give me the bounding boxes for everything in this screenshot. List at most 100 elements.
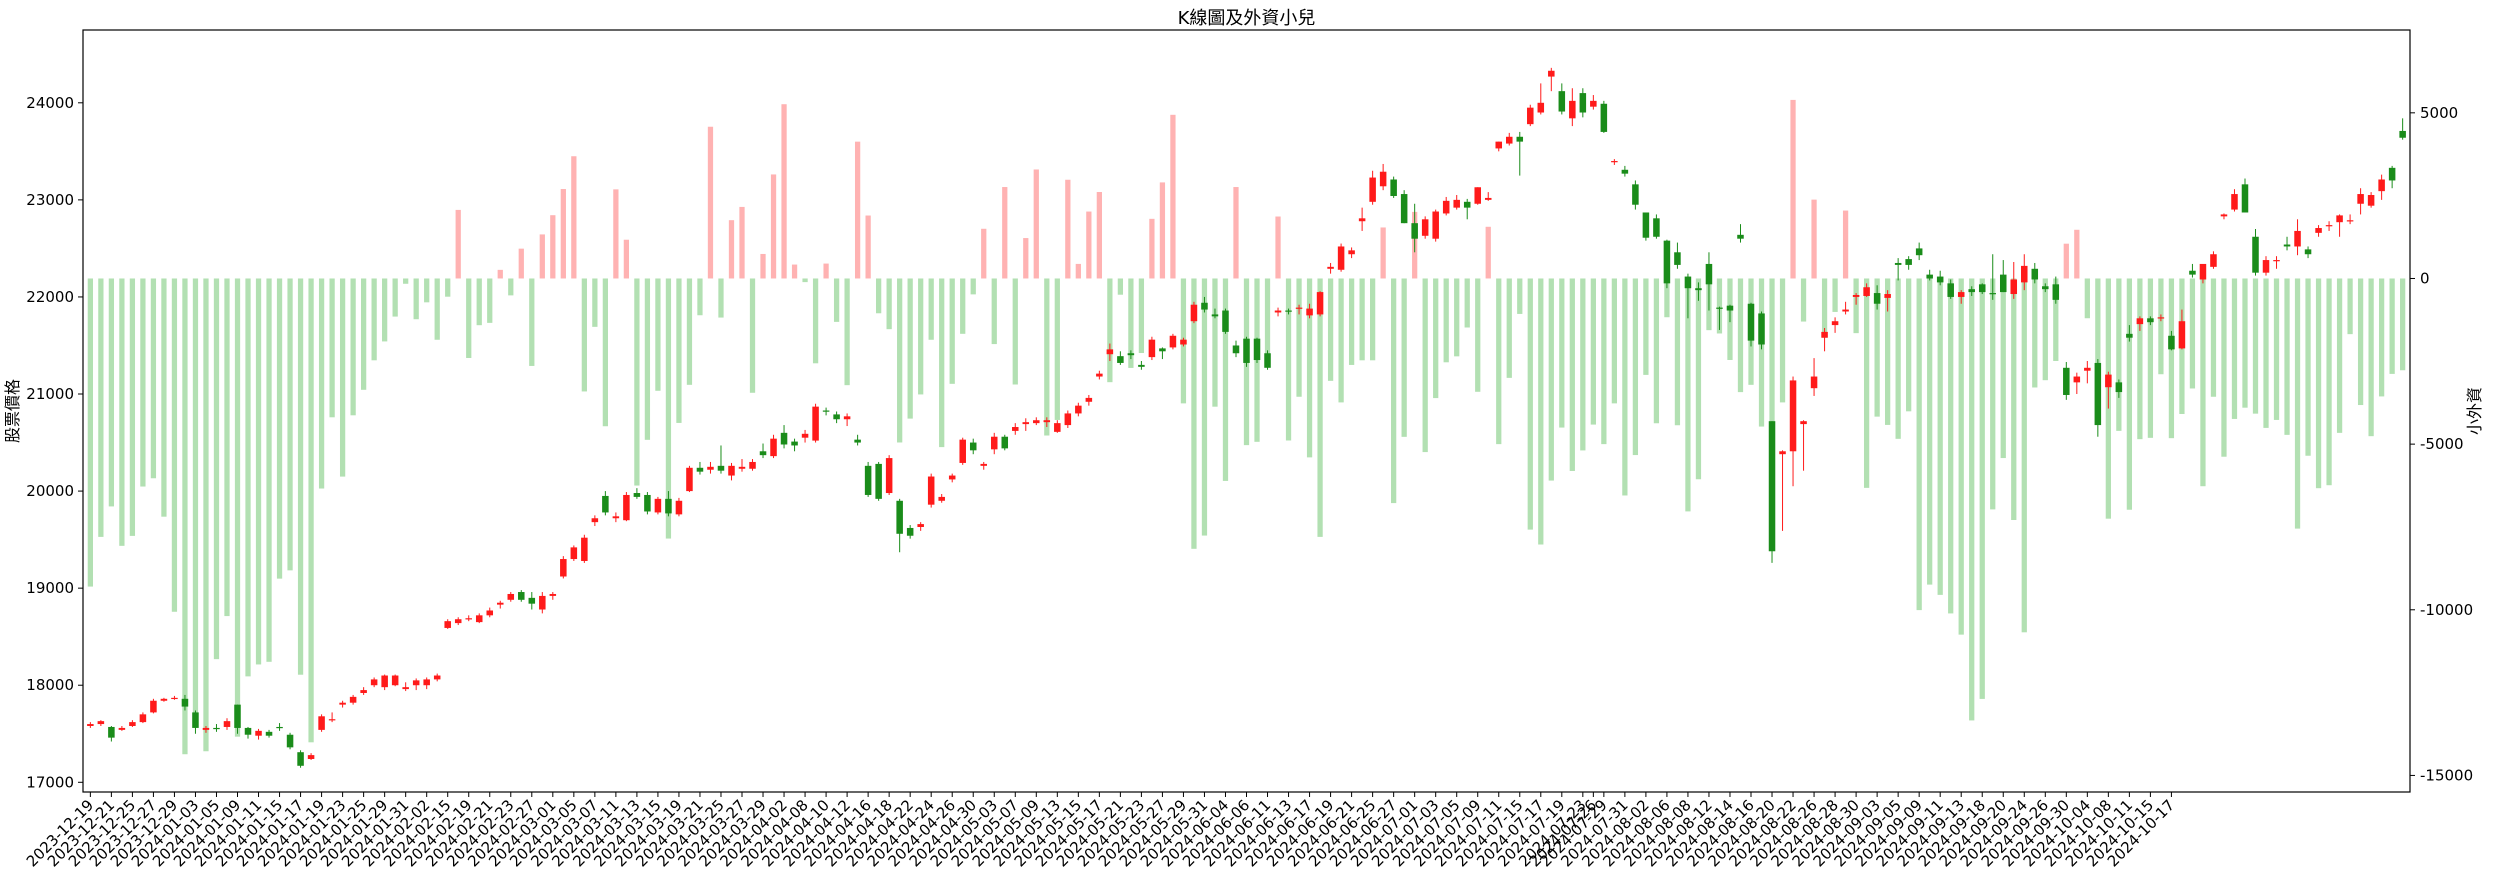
flow-bar bbox=[1716, 278, 1723, 334]
flow-bar bbox=[2168, 278, 2175, 439]
candle-body bbox=[854, 439, 861, 443]
flow-bar bbox=[276, 278, 283, 579]
candle-body bbox=[2273, 260, 2280, 262]
candle-body bbox=[1148, 339, 1156, 358]
flow-bar bbox=[1096, 192, 1102, 279]
candle-body bbox=[1821, 331, 1828, 338]
candle-body bbox=[2388, 167, 2396, 181]
candle-body bbox=[1737, 234, 1744, 239]
candle-body bbox=[1358, 218, 1366, 222]
flow-bar bbox=[2336, 278, 2343, 433]
candle-body bbox=[875, 463, 882, 499]
candle-body bbox=[1075, 405, 1082, 414]
flow-bar bbox=[1653, 278, 1660, 424]
flow-bar bbox=[308, 278, 314, 743]
flow-bar bbox=[1359, 278, 1365, 361]
candle-body bbox=[938, 496, 945, 501]
flow-bar bbox=[1800, 278, 1807, 322]
left-axis-title: 股票價格 bbox=[3, 379, 22, 443]
candle-body bbox=[896, 500, 903, 534]
candle-body bbox=[654, 498, 662, 513]
candle-body bbox=[497, 602, 504, 605]
candle-body bbox=[1306, 308, 1313, 316]
candle-body bbox=[780, 432, 788, 445]
flow-bar bbox=[1979, 278, 1985, 699]
candle-body bbox=[1894, 262, 1902, 265]
flow-bar bbox=[581, 278, 587, 392]
candle-body bbox=[1968, 289, 1975, 293]
flow-bar bbox=[939, 278, 945, 448]
candle-body bbox=[864, 465, 872, 495]
flow-bar bbox=[1380, 227, 1386, 279]
flow-bar bbox=[539, 234, 545, 279]
candle-body bbox=[360, 690, 367, 693]
flow-bar bbox=[119, 278, 125, 546]
flow-bar bbox=[1885, 278, 1891, 425]
candle-body bbox=[1548, 70, 1555, 77]
candle-body bbox=[623, 494, 630, 521]
flow-bar bbox=[171, 278, 178, 612]
flow-bar bbox=[791, 264, 798, 279]
candle-body bbox=[1905, 259, 1912, 265]
candle-body bbox=[265, 731, 273, 736]
left-tick-label: 21000 bbox=[26, 385, 74, 403]
candle-body bbox=[1096, 373, 1103, 377]
flow-bar bbox=[213, 278, 220, 660]
candle-body bbox=[1516, 136, 1524, 142]
candle-body bbox=[959, 439, 966, 463]
candle-body bbox=[1295, 307, 1303, 309]
candle-body bbox=[1022, 422, 1030, 425]
flow-bar bbox=[2210, 278, 2217, 397]
flow-bar bbox=[1538, 278, 1544, 545]
flow-bar bbox=[2378, 278, 2385, 397]
candle-body bbox=[444, 621, 451, 628]
candle-body bbox=[770, 438, 777, 457]
flow-bar bbox=[1023, 238, 1029, 279]
candle-body bbox=[602, 495, 609, 513]
flow-bar bbox=[392, 278, 398, 317]
flow-bar bbox=[1212, 278, 1218, 407]
candle-body bbox=[465, 618, 472, 620]
candle-body bbox=[328, 719, 336, 721]
flow-bar bbox=[1927, 278, 1933, 585]
candle-body bbox=[990, 436, 998, 450]
candle-body bbox=[475, 615, 483, 623]
flow-bar bbox=[2294, 278, 2301, 529]
right-tick-label: 5000 bbox=[2420, 104, 2458, 122]
flow-bar bbox=[1327, 278, 1334, 381]
candle-body bbox=[223, 721, 231, 727]
candle-body bbox=[707, 466, 714, 470]
flow-bar bbox=[1044, 278, 1050, 436]
flow-bar bbox=[1969, 278, 1975, 721]
candle-body bbox=[1390, 179, 1397, 196]
candle-body bbox=[1327, 266, 1334, 269]
flow-bar bbox=[1832, 278, 1838, 312]
candle-body bbox=[2147, 318, 2154, 323]
flow-bar bbox=[1075, 263, 1081, 279]
candle-body bbox=[1674, 252, 1681, 265]
flow-bar bbox=[1159, 182, 1166, 279]
right-tick-label: -10000 bbox=[2420, 601, 2473, 619]
candle-body bbox=[2210, 254, 2217, 267]
candle-body bbox=[1442, 200, 1450, 214]
flow-bar bbox=[918, 278, 924, 395]
flow-bar bbox=[676, 278, 682, 423]
flow-bar bbox=[928, 278, 934, 340]
candles-layer bbox=[87, 67, 2406, 768]
flow-bar bbox=[2400, 278, 2406, 371]
candle-body bbox=[433, 675, 441, 680]
candle-body bbox=[633, 493, 641, 497]
flow-bar bbox=[1569, 278, 1575, 471]
right-tick-label: -15000 bbox=[2420, 766, 2473, 784]
candle-body bbox=[2094, 362, 2102, 426]
candle-body bbox=[2031, 268, 2039, 280]
candle-body bbox=[581, 537, 588, 561]
candle-body bbox=[1264, 353, 1271, 368]
flow-bar bbox=[1149, 218, 1155, 279]
flow-bar bbox=[960, 278, 966, 334]
flow-bar bbox=[266, 278, 272, 662]
candle-body bbox=[2157, 317, 2165, 319]
candle-body bbox=[1348, 250, 1355, 255]
candle-body bbox=[1779, 451, 1786, 455]
